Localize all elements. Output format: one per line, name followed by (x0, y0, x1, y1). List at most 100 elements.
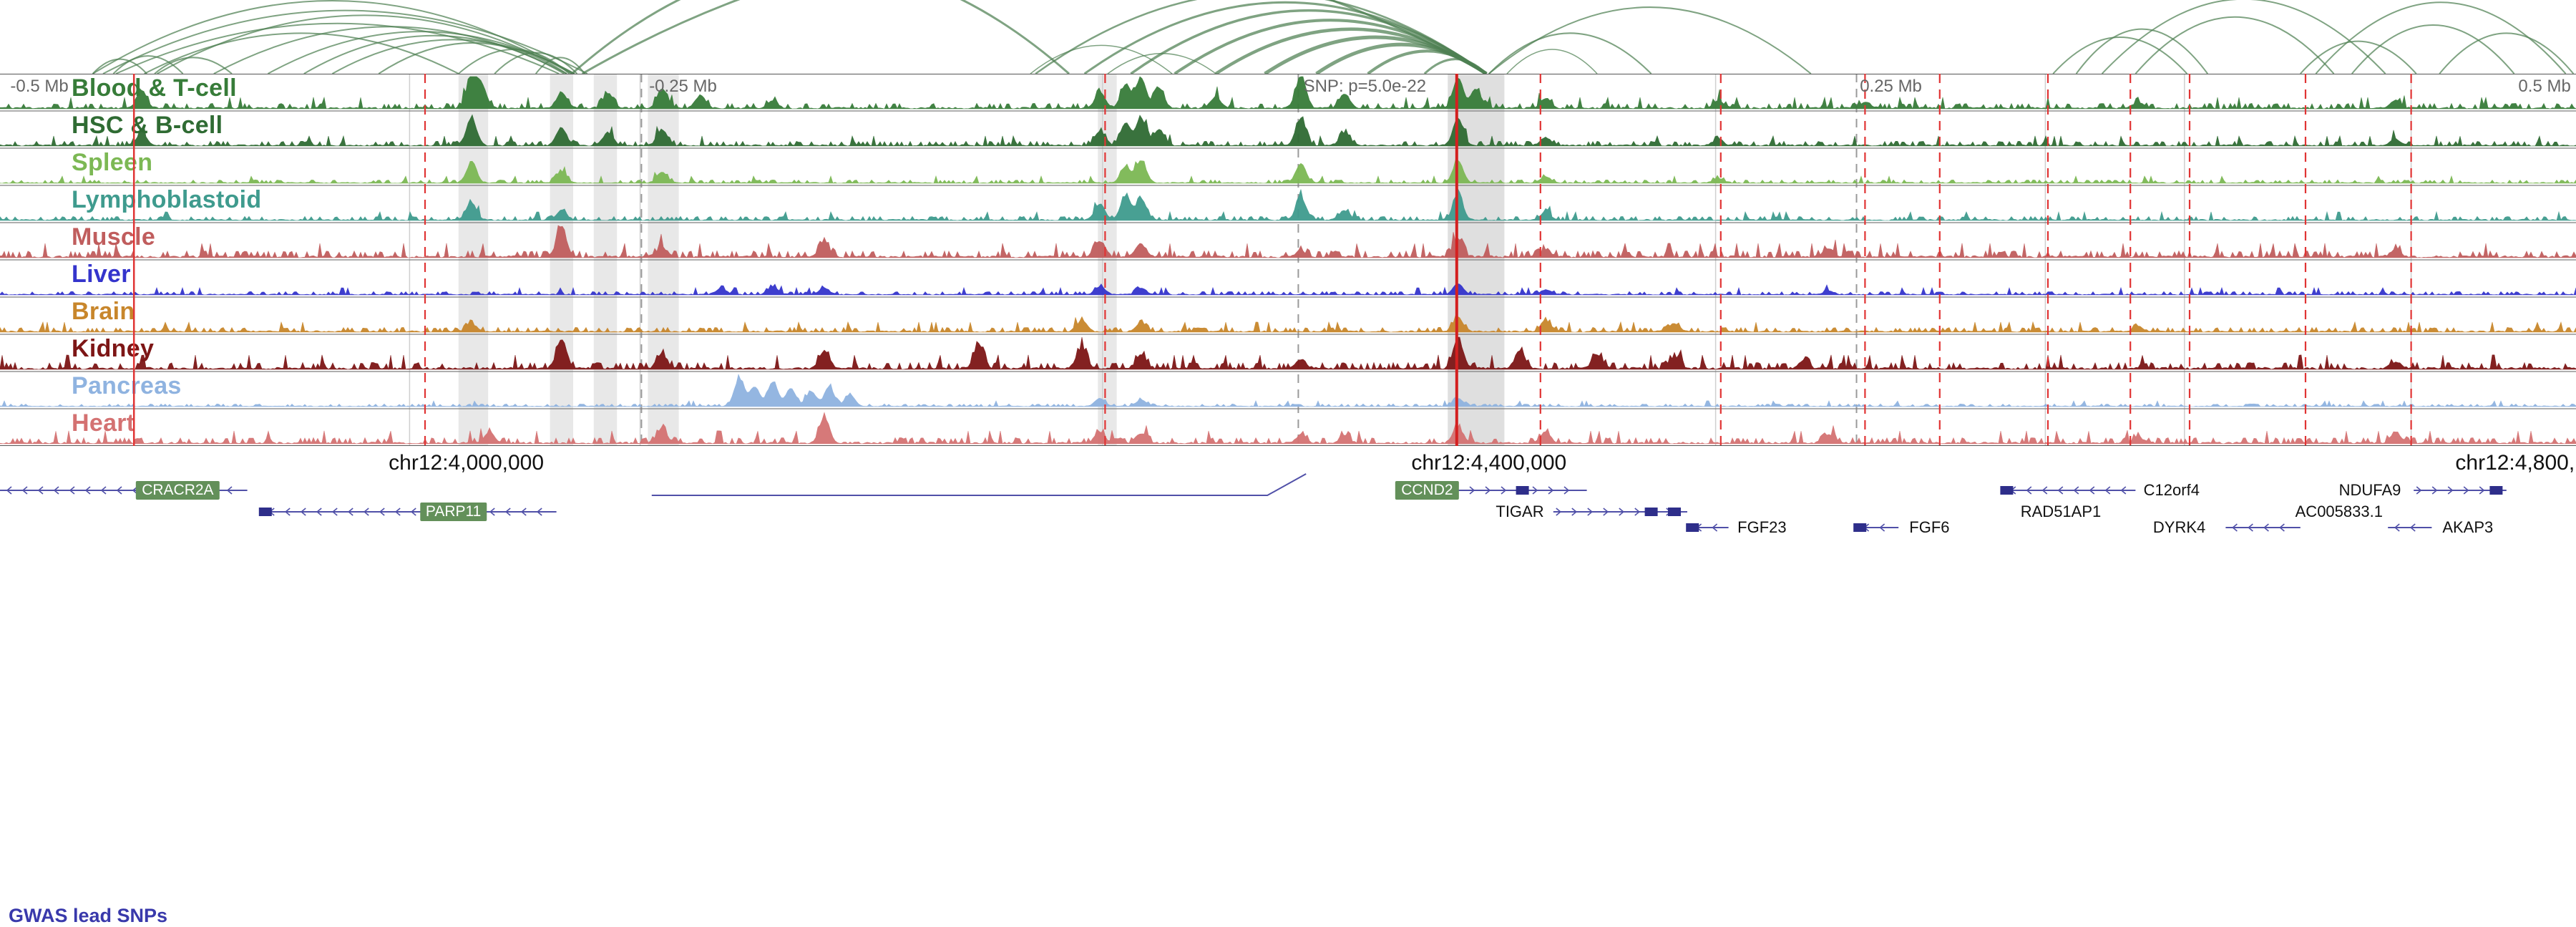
strand-arrow-icon (84, 486, 91, 495)
strand-arrow-icon (2248, 523, 2253, 532)
gene-label-akap3: AKAP3 (2442, 518, 2494, 536)
interaction-arc (112, 55, 184, 74)
interaction-arcs (92, 0, 2575, 74)
interaction-arc (157, 14, 572, 74)
gwas-lead-snps-label: GWAS lead SNPs (9, 905, 168, 926)
interaction-arc (1130, 9, 1488, 74)
interaction-arc (2315, 1, 2567, 74)
strand-arrow-icon (2416, 486, 2422, 495)
track-label: Brain (72, 298, 135, 325)
strand-arrow-icon (116, 486, 122, 495)
gene-label-rad51ap1: RAD51AP1 (2020, 503, 2102, 520)
interaction-arc (2052, 37, 2188, 74)
gene-label-dyrk4: DYRK4 (2152, 518, 2206, 536)
exon-box (2000, 486, 2014, 495)
strand-arrow-icon (6, 486, 12, 495)
strand-arrow-icon (2026, 486, 2032, 495)
signal-plot (0, 374, 2576, 407)
coordinate-label: chr12:4,000,000 (389, 451, 545, 475)
signal-plot (0, 114, 2576, 147)
gene-label-ccnd2: CCND2 (1395, 481, 1459, 500)
strand-arrow-icon (2057, 486, 2064, 495)
interaction-arc (303, 34, 565, 74)
strand-arrow-icon (363, 508, 369, 516)
interaction-arc (1035, 0, 1487, 74)
strand-arrow-icon (2463, 486, 2469, 495)
coordinate-label: chr12:4,800, (2455, 451, 2575, 475)
strand-arrow-icon (347, 508, 353, 516)
strand-arrow-icon (1556, 508, 1562, 516)
signal-area (0, 336, 2576, 370)
coordinate-label: chr12:4,400,000 (1411, 451, 1567, 475)
gene-label-tigar: TIGAR (1496, 503, 1544, 520)
exon-box (1516, 486, 1529, 495)
gene-label-fgf23: FGF23 (1737, 518, 1787, 536)
signal-area (0, 315, 2576, 333)
interaction-arc (571, 0, 1070, 74)
signal-area (0, 188, 2576, 221)
signal-plot (0, 160, 2576, 184)
interaction-arc (2075, 28, 2209, 74)
signal-plot (0, 412, 2576, 445)
signal-area (0, 114, 2576, 147)
gene-annotations: GWAS lead SNPs CRACR2A PARP11 CCND2 TIGAR FG… (0, 446, 2576, 926)
strand-arrow-icon (100, 486, 107, 495)
track-label: Blood & T-cell (72, 74, 237, 102)
signal-area (0, 374, 2576, 407)
strand-arrow-icon (1485, 486, 1491, 495)
exon-box (258, 508, 272, 516)
interaction-arc (2351, 24, 2515, 74)
signal-area (0, 76, 2576, 110)
track-label: Lymphoblastoid (72, 186, 262, 213)
strand-arrow-icon (2120, 486, 2127, 495)
signal-plot (0, 336, 2576, 370)
track-row-heart: Heart (0, 409, 2576, 446)
signal-area (0, 160, 2576, 184)
gene-label-ac005833.1: AC005833.1 (2295, 503, 2383, 520)
interaction-arc (2135, 16, 2335, 74)
strand-arrow-icon (2279, 523, 2285, 532)
strand-arrow-icon (2431, 486, 2438, 495)
gwas-snp-connector-line (651, 473, 1307, 496)
interaction-arc (1423, 58, 1488, 74)
strand-arrow-icon (2041, 486, 2048, 495)
interaction-arc (2439, 32, 2575, 74)
interaction-arc (458, 49, 570, 74)
strand-arrow-icon (284, 508, 291, 516)
strand-arrow-icon (69, 486, 75, 495)
gene-label-c12orf4: C12orf4 (2143, 481, 2200, 499)
signal-plot (0, 76, 2576, 110)
signal-plot (0, 225, 2576, 258)
interaction-arc (378, 42, 567, 74)
track-row-spleen: Spleen (0, 148, 2576, 185)
strand-arrow-icon (1469, 486, 1475, 495)
strand-arrow-icon (394, 508, 401, 516)
track-label: Kidney (72, 335, 155, 362)
interaction-arc (102, 9, 588, 74)
gene-label-parp11: PARP11 (419, 503, 487, 521)
axis-label: 0.25 Mb (1860, 77, 1922, 96)
gene-label-ndufa9: NDUFA9 (2338, 481, 2401, 499)
strand-arrow-icon (1619, 508, 1625, 516)
interaction-arc (494, 52, 578, 74)
strand-arrow-icon (1532, 486, 1538, 495)
axis-label: -0.5 Mb (10, 77, 69, 96)
axis-label: 0.5 Mb (2518, 77, 2571, 96)
strand-arrow-icon (132, 486, 138, 495)
interaction-arc (331, 39, 575, 74)
gene-label-fgf6: FGF6 (1909, 518, 1950, 536)
exon-box (2489, 486, 2503, 495)
interaction-arc (2101, 0, 2386, 74)
track-row-kidney: Kidney (0, 334, 2576, 372)
strand-arrow-icon (300, 508, 306, 516)
strand-arrow-icon (1603, 508, 1609, 516)
strand-arrow-icon (1563, 486, 1570, 495)
strand-arrow-icon (2073, 486, 2079, 495)
track-label: Heart (72, 409, 135, 437)
strand-arrow-icon (226, 486, 233, 495)
signal-tracks: Blood & T-cell HSC & B-cell Spleen Lymphobl… (0, 74, 2576, 446)
track-row-lymphoblastoid: Lymphoblastoid (0, 185, 2576, 223)
signal-plot (0, 188, 2576, 221)
strand-arrow-icon (1712, 523, 1718, 532)
